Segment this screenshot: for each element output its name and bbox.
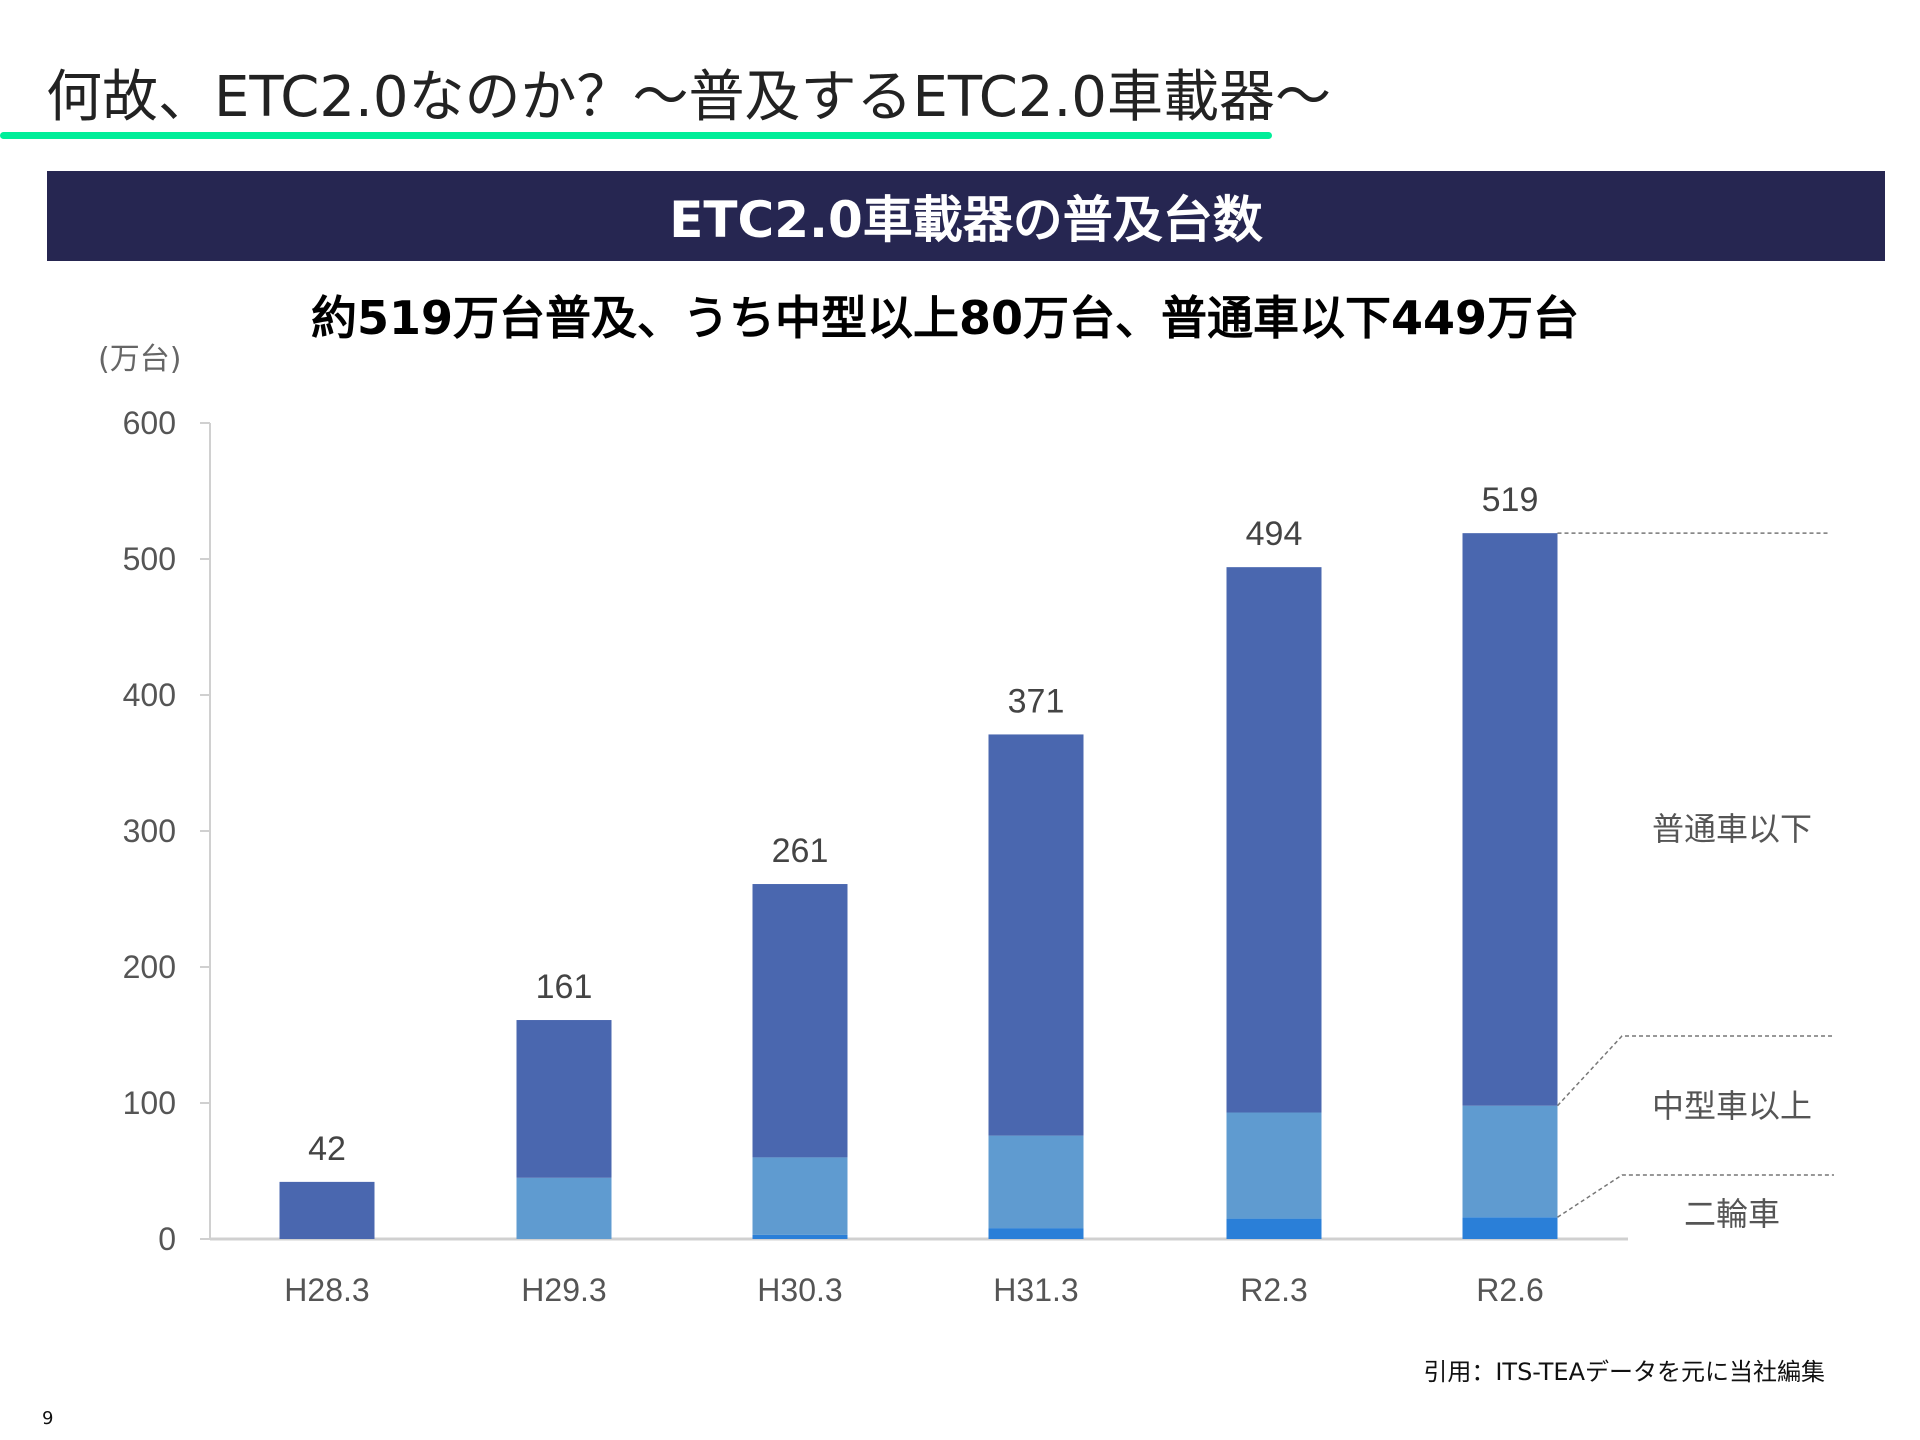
data-label: 261 <box>772 832 829 870</box>
x-tick-label: H28.3 <box>284 1272 369 1308</box>
chart-banner: ETC2.0車載器の普及台数 <box>47 171 1885 261</box>
bar-segment <box>1226 1112 1322 1219</box>
bar-segment <box>1462 1217 1558 1239</box>
bar-segment <box>1226 1218 1322 1239</box>
title-underline <box>0 132 1272 139</box>
y-axis-unit: (万台) <box>98 342 182 377</box>
leader-line <box>1556 1035 1834 1107</box>
bar-segment <box>516 1020 612 1178</box>
legend-label: 中型車以上 <box>1652 1087 1812 1125</box>
data-label: 494 <box>1246 515 1303 553</box>
bar-segment <box>988 1228 1084 1239</box>
data-label: 519 <box>1482 481 1539 519</box>
bar-segment <box>988 1135 1084 1229</box>
bar-segment <box>516 1177 612 1239</box>
y-tick-label: 300 <box>123 813 176 849</box>
y-tick-label: 200 <box>123 949 176 985</box>
x-tick-label: H31.3 <box>993 1272 1078 1308</box>
y-tick-label: 500 <box>123 541 176 577</box>
legend-label: 普通車以下 <box>1652 810 1812 848</box>
y-tick-label: 0 <box>158 1221 176 1257</box>
chart-subtitle: 約519万台普及、うち中型以上80万台、普通車以下449万台 <box>310 291 1580 345</box>
source-note: 引用：ITS-TEAデータを元に当社編集 <box>1423 1358 1825 1386</box>
bar-segment <box>1462 1105 1558 1218</box>
x-tick-label: H29.3 <box>521 1272 606 1308</box>
page-title: 何故、ETC2.0なのか？～普及するETC2.0車載器～ <box>46 65 1331 130</box>
bar-segment <box>752 1234 848 1239</box>
bar-segment <box>752 1157 848 1235</box>
bar-segment <box>279 1181 375 1239</box>
bar-segment <box>1462 533 1558 1106</box>
data-label: 371 <box>1008 682 1065 720</box>
x-tick-label: H30.3 <box>757 1272 842 1308</box>
y-tick-label: 400 <box>123 677 176 713</box>
x-tick-label: R2.3 <box>1240 1272 1308 1308</box>
y-tick-label: 600 <box>123 405 176 441</box>
data-label: 42 <box>308 1130 346 1168</box>
bar-segment <box>752 884 848 1158</box>
legend-label: 二輪車 <box>1684 1195 1780 1233</box>
bar-segment <box>988 734 1084 1136</box>
leader-line <box>1557 1174 1834 1218</box>
y-tick-label: 100 <box>123 1085 176 1121</box>
x-tick-label: R2.6 <box>1476 1272 1544 1308</box>
bar-segment <box>1226 567 1322 1113</box>
data-label: 161 <box>536 968 593 1006</box>
page-number: 9 <box>42 1408 54 1429</box>
banner-text: ETC2.0車載器の普及台数 <box>669 191 1263 249</box>
